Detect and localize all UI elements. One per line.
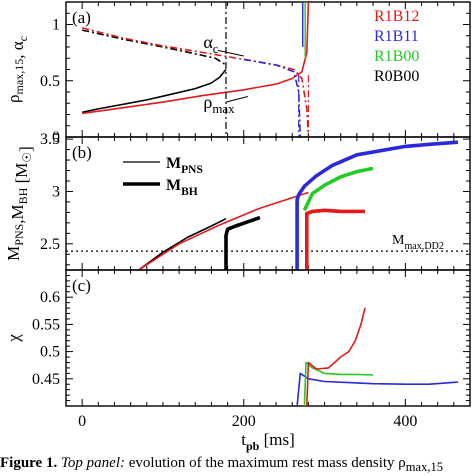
y-tick-label: 0.45	[32, 371, 60, 388]
series-R1B12-rho_max	[82, 2, 310, 115]
y-tick-label: 2.5	[40, 236, 60, 253]
x-tick-label: 0	[78, 413, 86, 430]
y-axis-label: ρmax,15, αc	[4, 36, 30, 103]
series-group	[296, 307, 458, 406]
y-tick-label: 0.5	[40, 73, 60, 90]
y-tick-label: 0	[52, 129, 60, 146]
y-axis-label: MPNS,MBH [M☉]	[4, 146, 35, 261]
y-tick-label: 0.5	[40, 344, 60, 361]
y-tick-label: 3	[52, 183, 60, 200]
reference-line-label: Mmax,DD2	[392, 233, 444, 252]
annotation-pointer	[225, 96, 248, 103]
x-tick-label: 200	[232, 413, 256, 430]
y-tick-label: 3.5	[40, 131, 60, 148]
series-group	[82, 2, 310, 137]
annotation-pointer	[217, 49, 244, 57]
series-R0B00-rho_max	[82, 68, 227, 114]
legend-item-R1B12: R1B12	[374, 8, 419, 25]
y-tick-label: 0.6	[40, 289, 60, 306]
caption-emph: Top panel:	[60, 455, 126, 471]
series-R1B11-alpha_c	[243, 58, 302, 137]
panel-1: 0 0.5 1 (a) ρmax,15, αc αc ρmax R1B12 R1B11 R1B00…	[4, 1, 471, 146]
x-axis-label: tpb [ms]	[241, 430, 295, 453]
panel-label: (a)	[72, 8, 91, 27]
series-R1B12-alpha_c	[82, 27, 310, 137]
series-R0B00-alpha_c	[82, 29, 227, 66]
caption-label: Figure 1.	[0, 455, 58, 471]
figure: 0 0.5 1 (a) ρmax,15, αc αc ρmax R1B12 R1B11 R1B00…	[4, 1, 471, 453]
plot-frame	[65, 269, 471, 407]
panel-label: (b)	[72, 143, 92, 162]
caption-text: evolution of the maximum rest mass densi…	[125, 455, 406, 471]
series-R1B12-M_PNS	[138, 191, 309, 270]
series-R1B11	[296, 372, 458, 406]
panel-3: 0.45 0.5 0.55 0.6 0 200 400 (c) χ tpb [ms]	[4, 269, 471, 453]
series-R1B12-M_BH	[304, 208, 365, 270]
y-tick-label: 0.55	[32, 316, 60, 333]
annotation-c: αc	[203, 32, 218, 56]
panel-label: (c)	[72, 276, 91, 295]
legend-item-R1B00: R1B00	[374, 48, 419, 65]
series-R1B00-M_BH	[302, 166, 374, 212]
legend-item-R0B00: R0B00	[374, 68, 419, 85]
x-tick-label: 400	[393, 413, 417, 430]
y-axis-label: χ	[4, 334, 23, 343]
series-R0B00-M_BH	[224, 215, 261, 270]
series-R1B11-M_BH	[295, 140, 459, 270]
series-group	[138, 140, 459, 270]
series-R0B00-M_PNS	[138, 217, 227, 270]
series-R1B12	[306, 307, 366, 406]
legend-item-BH: MBH	[166, 177, 198, 198]
legend-item-PNS: MPNS	[166, 155, 203, 176]
figure-caption: Figure 1. Top panel: evolution of the ma…	[0, 455, 474, 475]
legend-item-R1B11: R1B11	[374, 28, 419, 45]
series-R1B00	[303, 361, 374, 406]
caption-sub: max,15	[405, 460, 443, 474]
y-tick-label: 1	[52, 17, 60, 34]
annotation-max: ρmax	[203, 92, 235, 116]
